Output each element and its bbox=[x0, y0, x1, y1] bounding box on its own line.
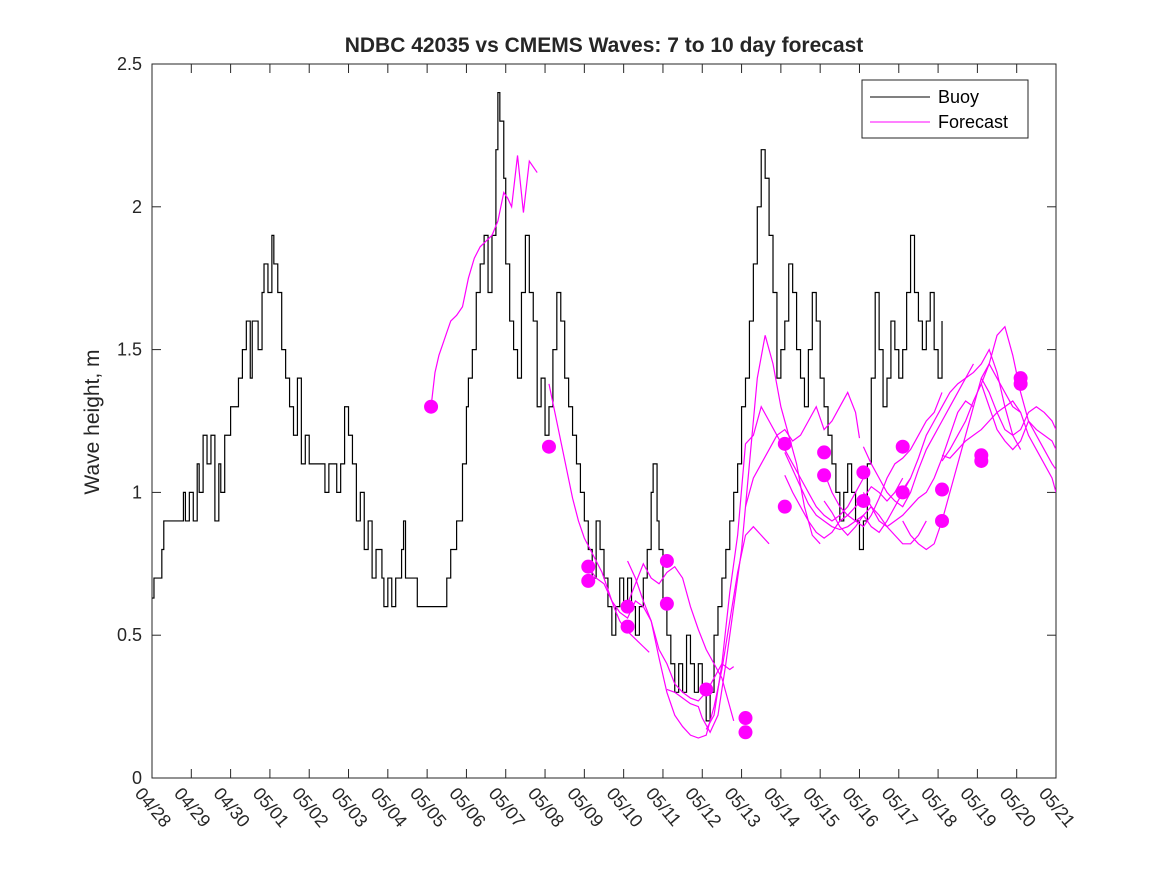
forecast-run-line bbox=[980, 383, 1056, 470]
forecast-run-line bbox=[941, 400, 1056, 493]
forecast-start-marker bbox=[935, 482, 950, 497]
forecast-run-line bbox=[744, 391, 861, 507]
forecast-run-line bbox=[430, 155, 538, 407]
legend-forecast-label: Forecast bbox=[938, 112, 1008, 132]
y-tick-label: 0 bbox=[132, 768, 142, 788]
y-axis-label: Wave height, m bbox=[81, 349, 104, 494]
chart-title: NDBC 42035 vs CMEMS Waves: 7 to 10 day f… bbox=[345, 34, 864, 57]
forecast-start-marker bbox=[581, 573, 596, 588]
y-tick-label: 1.5 bbox=[117, 340, 142, 360]
forecast-run-line bbox=[941, 325, 1056, 462]
forecast-run-line bbox=[627, 525, 770, 739]
y-tick-label: 2.5 bbox=[117, 54, 142, 74]
forecast-run-line bbox=[666, 335, 821, 734]
forecast-start-marker bbox=[581, 559, 596, 574]
forecast-start-marker bbox=[620, 599, 635, 614]
forecast-run-line bbox=[627, 562, 735, 722]
forecast-run-line bbox=[784, 452, 912, 534]
forecast-run-line bbox=[902, 348, 1022, 490]
forecast-start-marker bbox=[974, 453, 989, 468]
forecast-start-marker bbox=[817, 445, 832, 460]
forecast-start-marker bbox=[895, 439, 910, 454]
forecast-start-marker bbox=[620, 619, 635, 634]
forecast-start-marker bbox=[424, 399, 439, 414]
forecast-start-marker bbox=[1013, 376, 1028, 391]
forecast-run-line bbox=[902, 362, 1021, 551]
forecast-run-line bbox=[587, 566, 735, 702]
forecast-start-marker bbox=[738, 711, 753, 726]
y-tick-label: 0.5 bbox=[117, 625, 142, 645]
legend-buoy-label: Buoy bbox=[938, 87, 979, 107]
forecast-start-marker bbox=[935, 513, 950, 528]
forecast-start-marker bbox=[856, 465, 871, 480]
legend-box bbox=[861, 79, 1029, 139]
forecast-run-line bbox=[548, 383, 650, 653]
forecast-run-line bbox=[862, 400, 974, 528]
forecast-start-marker bbox=[856, 493, 871, 508]
forecast-run-line bbox=[823, 500, 927, 545]
forecast-start-marker bbox=[738, 725, 753, 740]
forecast-start-marker bbox=[541, 439, 556, 454]
forecast-start-marker bbox=[659, 553, 674, 568]
forecast-start-marker bbox=[895, 485, 910, 500]
forecast-start-marker bbox=[817, 468, 832, 483]
forecast-run-line bbox=[862, 363, 974, 508]
forecast-start-marker bbox=[659, 596, 674, 611]
forecast-start-marker bbox=[699, 682, 714, 697]
forecast-run-line bbox=[980, 377, 1056, 437]
y-tick-label: 1 bbox=[132, 482, 142, 502]
axes-box bbox=[151, 63, 1057, 779]
forecast-run-line bbox=[784, 475, 904, 539]
buoy-series-line bbox=[152, 91, 943, 722]
forecast-start-marker bbox=[777, 436, 792, 451]
forecast-start-marker bbox=[777, 499, 792, 514]
legend: Buoy Forecast bbox=[861, 79, 1029, 139]
y-tick-label: 2 bbox=[132, 197, 142, 217]
forecast-run-line bbox=[823, 392, 943, 528]
